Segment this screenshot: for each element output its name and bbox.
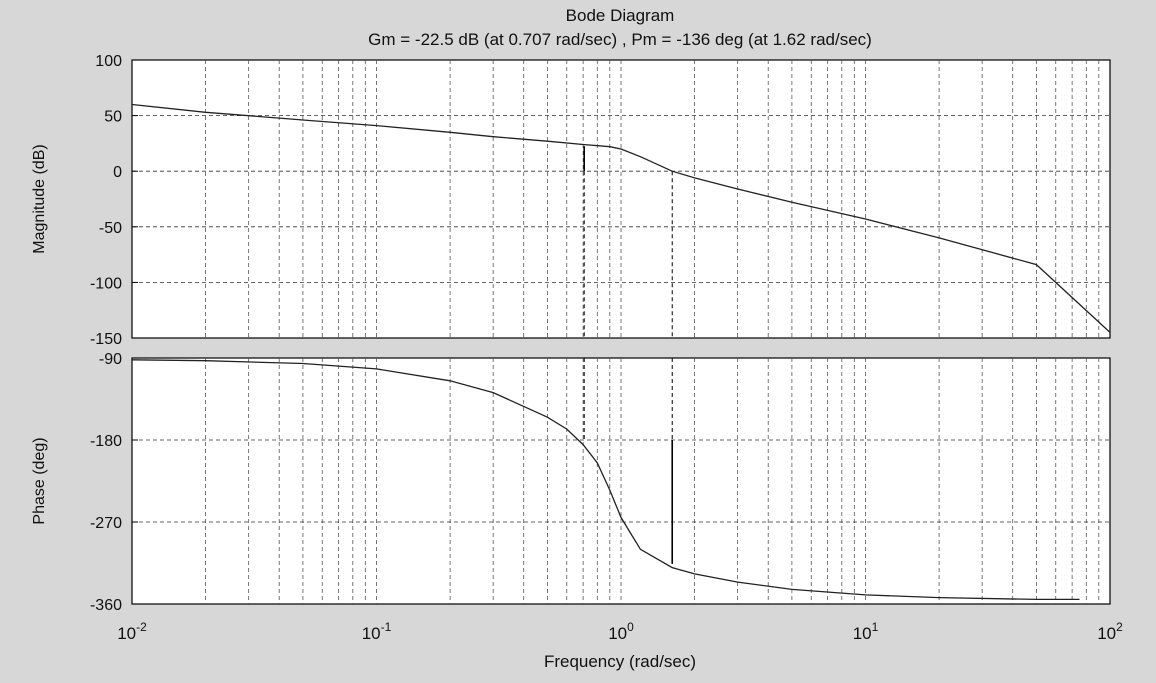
magnitude-y-ticks: 100 50 0 -50 -100 -150	[90, 53, 138, 348]
phase-ylabel: Phase (deg)	[31, 437, 48, 524]
phase-curve	[131, 359, 1080, 601]
chart-subtitle: Gm = -22.5 dB (at 0.707 rad/sec) , Pm = …	[368, 30, 872, 49]
magnitude-ytick-label: -150	[90, 331, 122, 348]
x-axis-label: Frequency (rad/sec)	[544, 652, 696, 671]
magnitude-ytick-label: -100	[90, 275, 122, 292]
x-tick-label: 101	[853, 620, 879, 643]
x-axis-ticks: 10-2 10-1 100 101 102	[117, 620, 1123, 643]
magnitude-plot-area	[131, 59, 1111, 339]
phase-ytick-label: -90	[99, 351, 122, 368]
magnitude-panel: 100 50 0 -50 -100 -150 Magnitude (dB)	[31, 53, 1111, 348]
magnitude-margin-markers	[583, 146, 673, 338]
x-tick-label: 10-1	[362, 620, 392, 643]
x-tick-label: 10-2	[117, 620, 147, 643]
magnitude-ytick-label: -50	[99, 220, 122, 237]
phase-grid	[132, 358, 1110, 604]
phase-y-ticks: -90 -180 -270 -360	[90, 351, 138, 614]
phase-margin-markers	[583, 358, 674, 564]
magnitude-ylabel: Magnitude (dB)	[31, 144, 48, 253]
magnitude-ytick-label: 100	[95, 53, 122, 70]
chart-title: Bode Diagram	[566, 6, 675, 25]
x-tick-label: 100	[608, 620, 634, 643]
magnitude-ytick-label: 50	[104, 109, 122, 126]
magnitude-ytick-label: 0	[113, 164, 122, 181]
x-tick-label: 102	[1097, 620, 1123, 643]
phase-ytick-label: -270	[90, 515, 122, 532]
magnitude-curve	[131, 103, 1111, 333]
phase-ytick-label: -180	[90, 433, 122, 450]
phase-ytick-label: -360	[90, 597, 122, 614]
magnitude-grid	[132, 60, 1110, 338]
phase-panel: -90 -180 -270 -360 Phase (deg)	[31, 351, 1111, 614]
